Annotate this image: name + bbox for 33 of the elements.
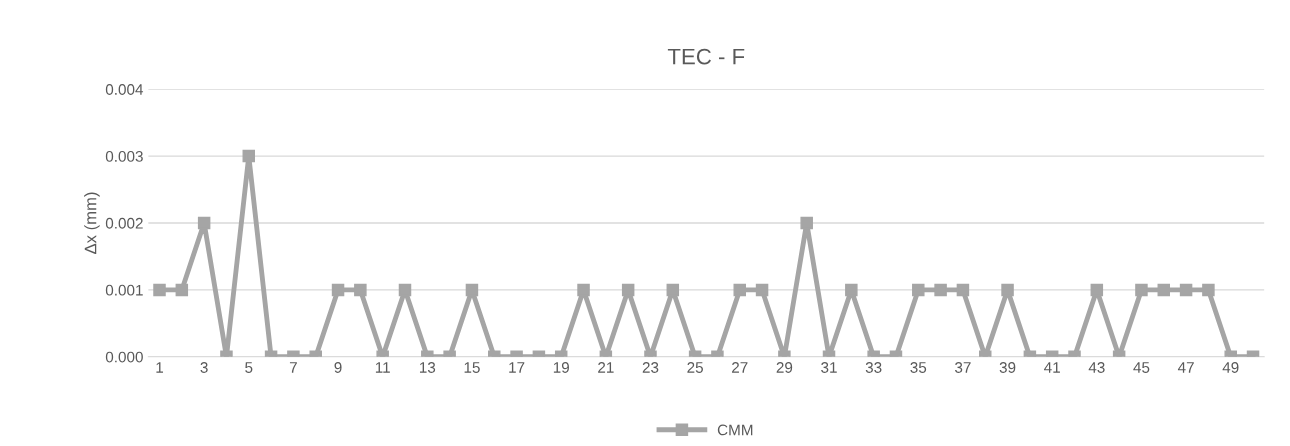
y-tick-label: 0.002: [105, 217, 143, 229]
x-tick-label: 33: [865, 362, 882, 373]
y-tick-label: 0.004: [105, 84, 144, 95]
y-tick-label: 0.001: [105, 284, 143, 296]
x-tick-label: 25: [687, 362, 703, 373]
y-tick-label: 0.003: [105, 150, 143, 162]
x-tick-label: 17: [509, 362, 525, 373]
x-tick-label: 41: [1044, 362, 1060, 373]
x-tick-label: 37: [955, 362, 971, 373]
x-tick-label: 19: [553, 362, 569, 373]
x-tick-label: 21: [598, 362, 614, 373]
x-tick-label: 5: [245, 362, 253, 373]
x-tick-label: 47: [1177, 362, 1194, 373]
x-tick-label: 39: [999, 362, 1016, 373]
x-tick-label: 3: [200, 362, 208, 373]
x-tick-label: 7: [289, 362, 297, 373]
x-tick-label: 31: [821, 362, 837, 373]
x-tick-label: 35: [910, 362, 927, 373]
x-tick-label: 45: [1133, 362, 1150, 373]
x-tick-label: 9: [334, 362, 342, 373]
x-tick-label: 11: [375, 362, 390, 373]
x-tick-label: 15: [464, 362, 480, 373]
y-tick-label: 0.000: [105, 351, 143, 363]
x-tick-label: 1: [156, 362, 164, 373]
y-axis-title: Δx (mm): [84, 192, 100, 254]
x-tick-label: 43: [1088, 362, 1105, 373]
x-tick-label: 29: [776, 362, 793, 373]
x-tick-label: 13: [419, 362, 436, 373]
x-tick-label: 23: [642, 362, 659, 373]
legend-label: CMM: [717, 424, 753, 436]
chart-title: TEC - F: [667, 48, 745, 65]
x-tick-label: 49: [1222, 362, 1239, 373]
x-tick-label: 27: [732, 362, 748, 373]
